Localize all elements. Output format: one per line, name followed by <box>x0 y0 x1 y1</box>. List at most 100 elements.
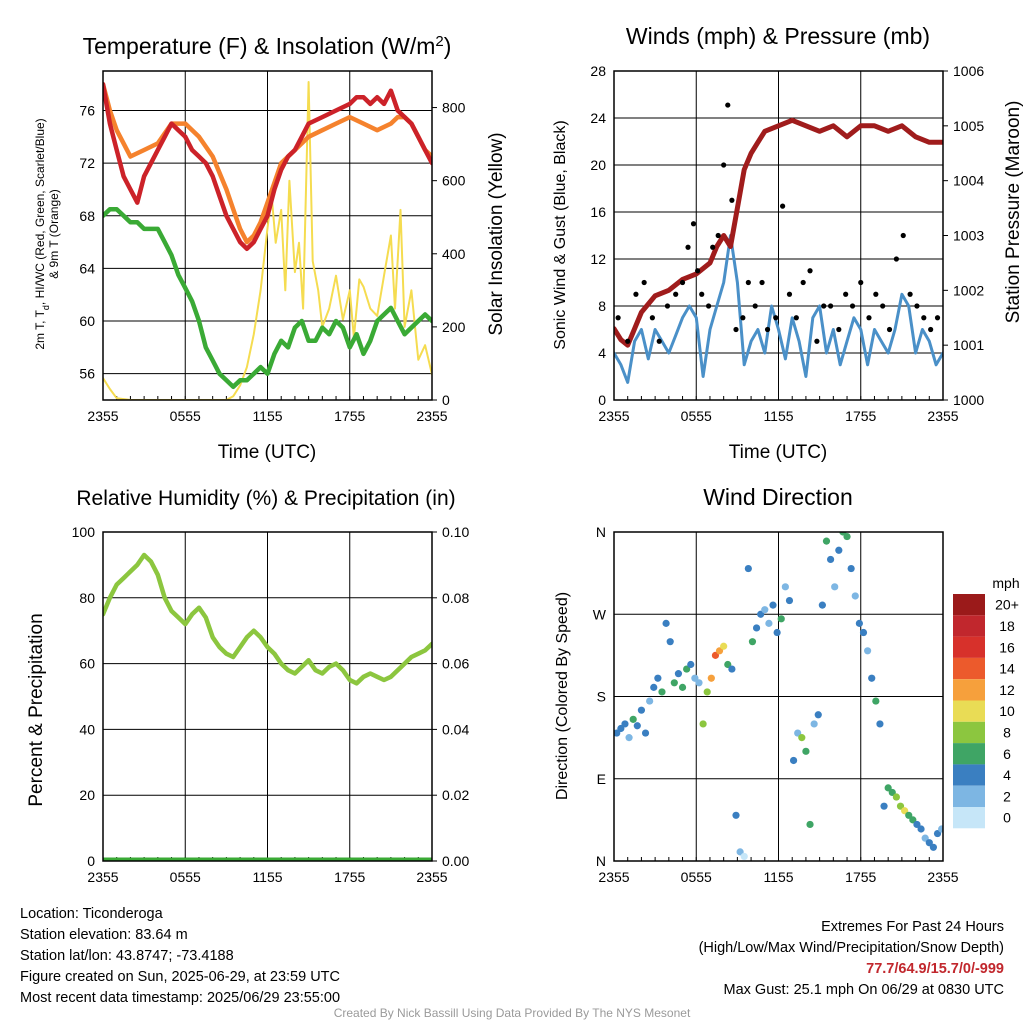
temperature-ytick-label: 64 <box>79 260 95 276</box>
direction-point <box>872 697 880 705</box>
direction-point <box>938 825 943 833</box>
direction-point <box>888 788 896 797</box>
humidity-ytick-right-label: 0.00 <box>442 853 469 869</box>
colorbar-swatch <box>953 679 985 701</box>
gust-point <box>814 338 820 344</box>
humidity-ytick-right-label: 0.10 <box>442 524 469 540</box>
direction-point <box>658 688 666 696</box>
colorbar-swatch <box>953 700 985 722</box>
direction-point <box>818 601 826 609</box>
direction-point <box>794 729 802 737</box>
temperature-ylabel-right: Solar Insolation (Yellow) <box>486 132 507 335</box>
humidity-ytick-label: 100 <box>72 524 96 540</box>
gust-point <box>914 303 920 309</box>
gust-point <box>773 315 779 321</box>
gust-point <box>764 326 771 333</box>
winds-ytick-right-label: 1001 <box>953 337 984 353</box>
colorbar-label: 18 <box>999 618 1015 634</box>
gust-point <box>780 203 786 209</box>
colorbar-label: 10 <box>999 703 1015 719</box>
temperature-ytick-right-label: 600 <box>442 173 466 189</box>
humidity-ytick-label: 40 <box>79 721 95 737</box>
direction-point <box>933 829 942 838</box>
winds-ytick-label: 4 <box>598 345 606 361</box>
gust-point <box>800 279 806 286</box>
direction-point <box>650 683 658 691</box>
gust-point <box>733 326 739 333</box>
2m-t-line <box>103 81 432 251</box>
direction-point <box>814 711 822 719</box>
colorbar-label: 8 <box>1003 724 1011 740</box>
humidity-ytick-right-label: 0.04 <box>442 721 469 737</box>
humidity-ytick-right-label: 0.08 <box>442 590 469 606</box>
gust-point <box>745 279 751 286</box>
winds-ytick-right-label: 1000 <box>953 392 984 408</box>
direction-point <box>905 811 913 819</box>
direction-point <box>925 839 933 847</box>
station-info: Location: Ticonderoga Station elevation:… <box>20 904 340 1009</box>
gust-point <box>641 279 647 286</box>
gust-point <box>699 291 705 297</box>
colorbar-swatch <box>953 594 985 616</box>
direction-point <box>617 724 625 733</box>
direction-point <box>707 674 715 682</box>
humidity-xtick-label: 2355 <box>87 869 118 885</box>
direction-point <box>847 564 855 573</box>
temperature-panel: Temperature (F) & Insolation (W/m2) Time… <box>33 33 507 464</box>
humidity-ytick-right-label: 0.06 <box>442 656 469 672</box>
direction-point <box>641 729 650 737</box>
direction-point <box>789 756 798 765</box>
direction-point <box>666 638 674 646</box>
gust-point <box>858 279 864 286</box>
winds-xlabel: Time (UTC) <box>729 442 828 463</box>
colorbar-label: 16 <box>999 639 1015 655</box>
gust-point <box>849 303 856 309</box>
colorbar-title: mph <box>992 575 1019 591</box>
direction-point <box>629 715 637 723</box>
temperature-ytick-label: 72 <box>79 155 95 171</box>
speed-colorbar: mph 20+ 18 16 14 12 10 8 6 4 2 0 <box>953 575 1020 829</box>
winds-xtick-label: 2355 <box>598 408 629 424</box>
direction-point <box>880 802 888 810</box>
gust-point <box>656 338 662 344</box>
gust-point <box>725 102 731 108</box>
gust-point <box>695 268 701 274</box>
direction-point <box>728 665 736 673</box>
temperature-ytick-label: 56 <box>79 366 95 382</box>
winds-xtick-label: 1755 <box>845 408 876 424</box>
gust-point <box>710 244 716 250</box>
direction-point <box>876 720 884 728</box>
2m-td-line <box>103 206 432 390</box>
direction-point <box>855 619 863 627</box>
direction-point <box>646 697 654 705</box>
winds-ylabel-right: Station Pressure (Maroon) <box>1003 101 1024 324</box>
gust-point <box>715 232 721 239</box>
winds-ytick-label: 0 <box>598 392 606 408</box>
temperature-xtick-label: 2355 <box>416 408 447 424</box>
direction-point <box>798 734 806 742</box>
recent-data-timestamp: Most recent data timestamp: 2025/06/29 2… <box>20 990 341 1006</box>
humidity-xtick-label: 2355 <box>416 869 447 885</box>
winds-ytick-label: 12 <box>590 251 606 267</box>
9m-t-line <box>103 81 432 245</box>
figure-created: Figure created on Sun, 2025-06-29, at 23… <box>20 969 340 985</box>
direction-point <box>662 619 670 627</box>
humidity-frame <box>102 531 433 862</box>
winds-ylabel: Sonic Wind & Gust (Blue, Black) <box>552 120 569 349</box>
gust-point <box>740 315 746 321</box>
direction-point <box>761 606 769 614</box>
credit-line: Created By Nick Bassill Using Data Provi… <box>333 1006 691 1020</box>
wind-direction-data <box>614 532 943 861</box>
direction-point <box>674 670 683 678</box>
direction-point <box>703 688 711 696</box>
direction-point <box>752 624 761 632</box>
solar-insolation-line <box>103 81 432 400</box>
wind-direction-ylabel: Direction (Colored By Speed) <box>554 592 571 800</box>
gust-point <box>685 244 691 250</box>
temperature-ytick-right-label: 0 <box>442 392 450 408</box>
svg-text:& 9m T (Orange): & 9m T (Orange) <box>47 189 61 279</box>
extremes-title: Extremes For Past 24 Hours <box>821 919 1004 935</box>
temperature-ytick-label: 76 <box>79 102 95 118</box>
direction-point <box>637 706 646 714</box>
gust-point <box>821 303 827 309</box>
